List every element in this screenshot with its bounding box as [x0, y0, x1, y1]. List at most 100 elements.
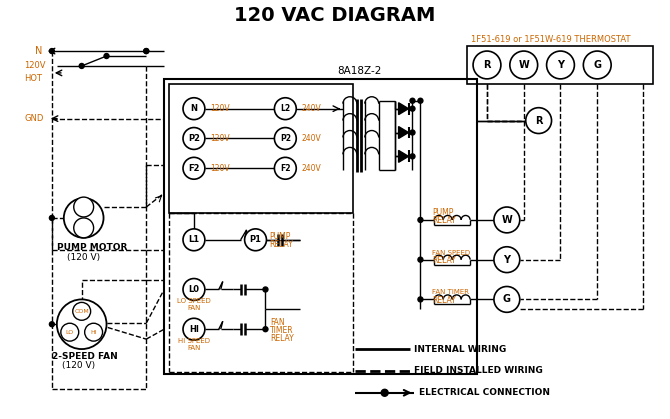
- Circle shape: [494, 247, 520, 273]
- Circle shape: [61, 323, 78, 341]
- Text: FAN SPEED: FAN SPEED: [432, 250, 470, 256]
- Text: 120 VAC DIAGRAM: 120 VAC DIAGRAM: [234, 6, 436, 25]
- Text: 120V: 120V: [210, 134, 229, 143]
- Circle shape: [473, 51, 501, 79]
- Text: 240V: 240V: [302, 134, 321, 143]
- Text: FIELD INSTALLED WIRING: FIELD INSTALLED WIRING: [415, 367, 543, 375]
- Text: 1F51-619 or 1F51W-619 THERMOSTAT: 1F51-619 or 1F51W-619 THERMOSTAT: [471, 35, 630, 44]
- Circle shape: [418, 257, 423, 262]
- Text: F2: F2: [188, 164, 200, 173]
- Circle shape: [74, 218, 94, 238]
- Circle shape: [418, 217, 423, 222]
- Circle shape: [381, 389, 388, 396]
- Circle shape: [50, 322, 54, 327]
- Circle shape: [183, 318, 205, 340]
- Text: PUMP: PUMP: [269, 232, 291, 241]
- Text: 240V: 240V: [302, 104, 321, 113]
- Text: HI: HI: [90, 330, 97, 335]
- Circle shape: [418, 98, 423, 103]
- Text: L0: L0: [188, 285, 200, 294]
- Text: RELAY: RELAY: [271, 334, 294, 343]
- Text: 2-SPEED FAN: 2-SPEED FAN: [52, 352, 118, 360]
- Polygon shape: [399, 150, 409, 162]
- Bar: [467, 46, 653, 84]
- Circle shape: [275, 127, 296, 150]
- Text: 240V: 240V: [302, 164, 321, 173]
- Circle shape: [104, 54, 109, 59]
- Text: 120V: 120V: [24, 62, 46, 70]
- Circle shape: [410, 130, 415, 135]
- Circle shape: [526, 108, 551, 134]
- Text: FAN: FAN: [187, 305, 200, 311]
- Text: RELAY: RELAY: [432, 296, 456, 305]
- Text: 120V: 120V: [210, 164, 229, 173]
- Text: L1: L1: [188, 235, 200, 244]
- Circle shape: [263, 327, 268, 332]
- Circle shape: [275, 158, 296, 179]
- Text: COM: COM: [74, 309, 89, 314]
- Text: 120V: 120V: [210, 104, 229, 113]
- Text: G: G: [593, 60, 601, 70]
- Text: W: W: [501, 215, 513, 225]
- Circle shape: [144, 49, 149, 54]
- Circle shape: [547, 51, 574, 79]
- Text: FAN: FAN: [187, 345, 200, 351]
- Text: W: W: [519, 60, 529, 70]
- Text: ELECTRICAL CONNECTION: ELECTRICAL CONNECTION: [419, 388, 551, 397]
- Circle shape: [494, 207, 520, 233]
- Circle shape: [183, 279, 205, 300]
- Circle shape: [418, 297, 423, 302]
- Text: FAN: FAN: [271, 318, 285, 327]
- Circle shape: [73, 303, 90, 320]
- Text: (120 V): (120 V): [62, 362, 95, 370]
- Text: INTERNAL WIRING: INTERNAL WIRING: [415, 344, 507, 354]
- Text: RELAY: RELAY: [269, 240, 293, 249]
- Text: R: R: [483, 60, 490, 70]
- Circle shape: [50, 49, 54, 54]
- Circle shape: [50, 215, 54, 220]
- Text: P2: P2: [280, 134, 291, 143]
- Text: P2: P2: [188, 134, 200, 143]
- Circle shape: [510, 51, 537, 79]
- Circle shape: [183, 158, 205, 179]
- Text: Y: Y: [557, 60, 564, 70]
- Text: HI SPEED: HI SPEED: [178, 338, 210, 344]
- Polygon shape: [399, 127, 409, 138]
- Text: LO SPEED: LO SPEED: [177, 298, 211, 304]
- Circle shape: [64, 198, 104, 238]
- Circle shape: [144, 49, 149, 54]
- Bar: [164, 79, 477, 374]
- Text: HOT: HOT: [24, 74, 42, 83]
- Text: Y: Y: [503, 255, 511, 265]
- Text: P1: P1: [249, 235, 261, 244]
- Text: HI: HI: [189, 325, 199, 334]
- Polygon shape: [399, 103, 409, 115]
- Text: (120 V): (120 V): [67, 253, 100, 262]
- Circle shape: [494, 287, 520, 312]
- Circle shape: [410, 98, 415, 103]
- Text: FAN TIMER: FAN TIMER: [432, 290, 470, 295]
- Circle shape: [584, 51, 611, 79]
- Circle shape: [410, 106, 415, 111]
- Circle shape: [57, 300, 107, 349]
- Text: 8A18Z-2: 8A18Z-2: [338, 66, 382, 76]
- Text: R: R: [535, 116, 543, 126]
- Circle shape: [79, 63, 84, 68]
- Text: N: N: [36, 46, 43, 56]
- Circle shape: [275, 98, 296, 119]
- Text: PUMP MOTOR: PUMP MOTOR: [57, 243, 127, 252]
- Circle shape: [74, 197, 94, 217]
- Circle shape: [245, 229, 267, 251]
- Text: N: N: [190, 104, 198, 113]
- Circle shape: [410, 154, 415, 159]
- Text: L2: L2: [280, 104, 290, 113]
- Text: LO: LO: [66, 330, 74, 335]
- Text: RELAY: RELAY: [432, 217, 456, 225]
- Text: F2: F2: [280, 164, 291, 173]
- Text: GND: GND: [24, 114, 44, 123]
- Bar: [169, 84, 353, 213]
- Circle shape: [183, 127, 205, 150]
- Circle shape: [183, 229, 205, 251]
- Circle shape: [183, 98, 205, 119]
- Text: RELAY: RELAY: [432, 256, 456, 265]
